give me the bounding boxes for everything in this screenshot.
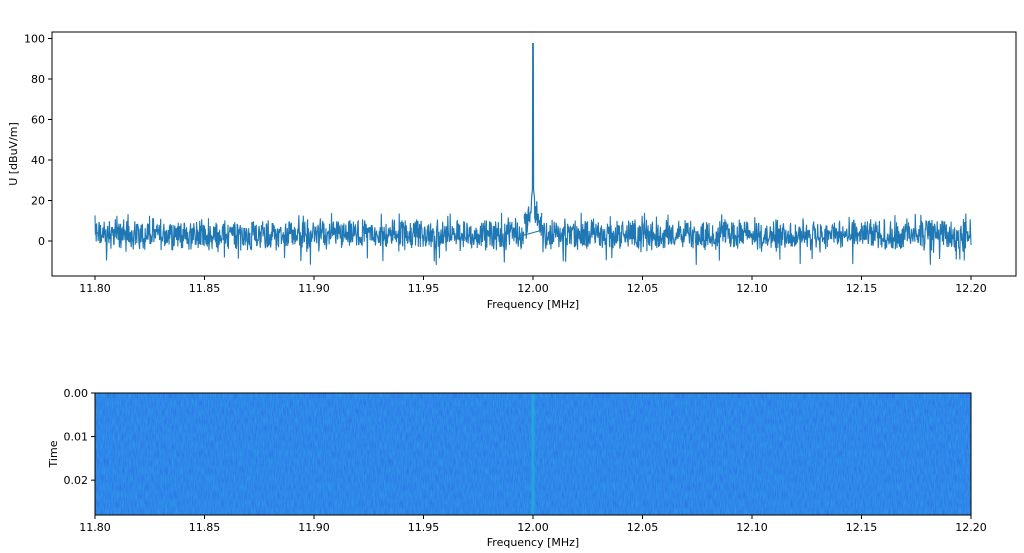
spectrum-x-tick-label: 11.80 <box>79 282 111 295</box>
spectrum-noise-trace <box>94 212 972 265</box>
spectrum-x-axis-label: Frequency [MHz] <box>487 298 579 311</box>
waterfall-x-tick-label: 11.80 <box>79 521 111 534</box>
waterfall-x-tick-label: 11.85 <box>189 521 221 534</box>
spectrum-x-tick-label: 12.05 <box>627 282 659 295</box>
spectrum-x-tick-label: 12.20 <box>955 282 987 295</box>
waterfall-y-axis-label: Time <box>47 440 60 468</box>
spectrum-y-tick-label: 40 <box>31 154 45 167</box>
waterfall-signal-line <box>531 393 535 515</box>
spectrum-y-axis-label: U [dBuV/m] <box>7 122 20 186</box>
spectrum-y-axis: 0 20 40 60 80 100 <box>24 33 52 248</box>
spectrum-plot-frame <box>51 31 1017 277</box>
waterfall-x-tick-label: 12.00 <box>517 521 549 534</box>
spectrum-peak-trace <box>523 42 543 239</box>
waterfall-y-tick-label: 0.01 <box>64 431 89 444</box>
waterfall-x-tick-label: 12.10 <box>736 521 768 534</box>
spectrum-y-tick-label: 100 <box>24 33 45 46</box>
spectrum-x-tick-label: 11.95 <box>408 282 440 295</box>
waterfall-x-axis: 11.80 11.85 11.90 11.95 12.00 12.05 12.10 12.15… <box>79 515 987 534</box>
waterfall-y-tick-label: 0.00 <box>64 387 89 400</box>
spectrum-y-tick-label: 60 <box>31 114 45 127</box>
spectrum-x-tick-label: 12.00 <box>517 282 549 295</box>
spectrum-x-tick-label: 11.90 <box>298 282 330 295</box>
waterfall-x-tick-label: 12.20 <box>955 521 987 534</box>
spectrum-y-tick-label: 0 <box>38 235 45 248</box>
spectrum-x-tick-label: 12.10 <box>736 282 768 295</box>
waterfall-x-tick-label: 11.90 <box>298 521 330 534</box>
waterfall-x-tick-label: 12.15 <box>846 521 878 534</box>
spectrum-y-tick-label: 20 <box>31 195 45 208</box>
waterfall-x-axis-label: Frequency [MHz] <box>487 536 579 549</box>
waterfall-y-axis: 0.00 0.01 0.02 <box>64 387 95 487</box>
spectrum-chart: 11.80 11.85 11.90 11.95 12.00 12.05 12.10 12.15… <box>7 31 1017 311</box>
spectrum-x-axis: 11.80 11.85 11.90 11.95 12.00 12.05 12.10 12.15… <box>79 276 987 295</box>
spectrum-x-tick-label: 12.15 <box>846 282 878 295</box>
spectrum-y-tick-label: 80 <box>31 73 45 86</box>
waterfall-x-tick-label: 11.95 <box>408 521 440 534</box>
waterfall-y-tick-label: 0.02 <box>64 474 89 487</box>
spectrum-x-tick-label: 11.85 <box>189 282 221 295</box>
waterfall-chart: 11.80 11.85 11.90 11.95 12.00 12.05 12.10 12.15… <box>47 387 987 549</box>
waterfall-x-tick-label: 12.05 <box>627 521 659 534</box>
